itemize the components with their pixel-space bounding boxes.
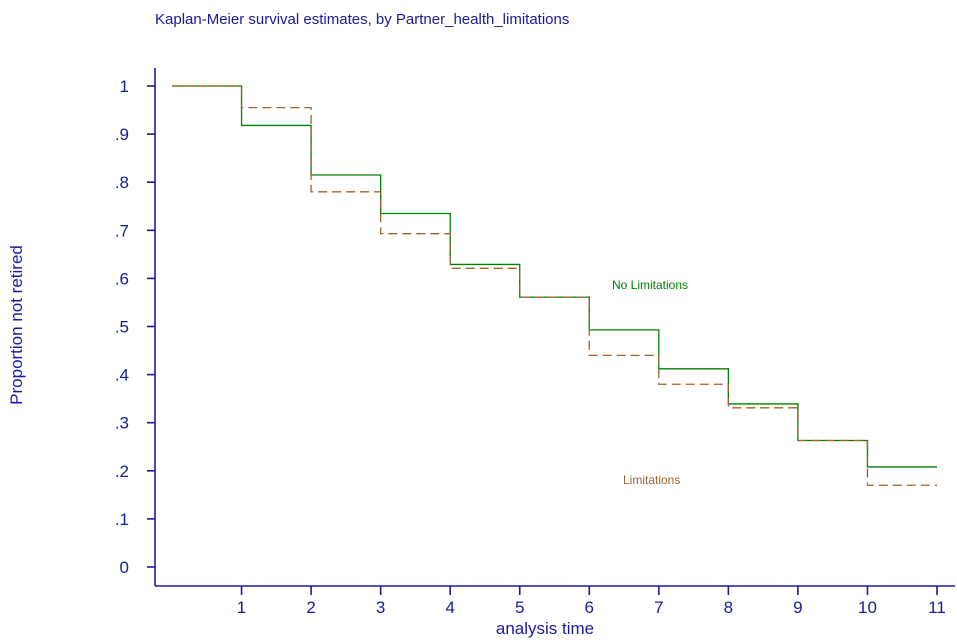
series-label-no-limitations: No Limitations xyxy=(612,278,688,292)
y-axis-label: Proportion not retired xyxy=(7,245,26,405)
y-axis: 0 .1 .2 .3 .4 .5 .6 .7 .8 .9 1 xyxy=(115,68,156,586)
y-tick-label: .5 xyxy=(115,318,129,337)
x-tick-label: 7 xyxy=(654,598,663,617)
chart-title: Kaplan-Meier survival estimates, by Part… xyxy=(155,11,569,28)
series-label-limitations: Limitations xyxy=(623,473,680,487)
x-tick-label: 11 xyxy=(928,598,946,617)
y-tick-label: .4 xyxy=(115,366,129,385)
series-line-limitations xyxy=(172,85,937,486)
x-axis-label: analysis time xyxy=(496,619,594,638)
y-tick-label: 1 xyxy=(120,77,129,96)
x-tick-label: 6 xyxy=(585,598,594,617)
x-tick-label: 5 xyxy=(515,598,524,617)
x-tick-label: 10 xyxy=(858,598,877,617)
y-tick-label: .7 xyxy=(115,221,129,240)
series-line-no-limitations xyxy=(172,85,937,468)
x-tick-label: 8 xyxy=(724,598,733,617)
y-tick-label: .9 xyxy=(115,125,129,144)
y-tick-label: 0 xyxy=(120,558,129,577)
y-tick-label: .3 xyxy=(115,414,129,433)
x-tick-label: 2 xyxy=(306,598,315,617)
y-tick-label: .2 xyxy=(115,462,129,481)
series-labels: No Limitations Limitations xyxy=(612,278,688,487)
x-axis: 1 2 3 4 5 6 7 8 9 10 11 xyxy=(155,585,955,617)
y-tick-label: .1 xyxy=(115,510,129,529)
x-tick-label: 9 xyxy=(793,598,802,617)
y-tick-label: .6 xyxy=(115,269,129,288)
x-tick-label: 3 xyxy=(376,598,385,617)
y-tick-label: .8 xyxy=(115,173,129,192)
x-tick-label: 4 xyxy=(445,598,454,617)
plot-series xyxy=(172,85,937,486)
x-tick-label: 1 xyxy=(237,598,246,617)
